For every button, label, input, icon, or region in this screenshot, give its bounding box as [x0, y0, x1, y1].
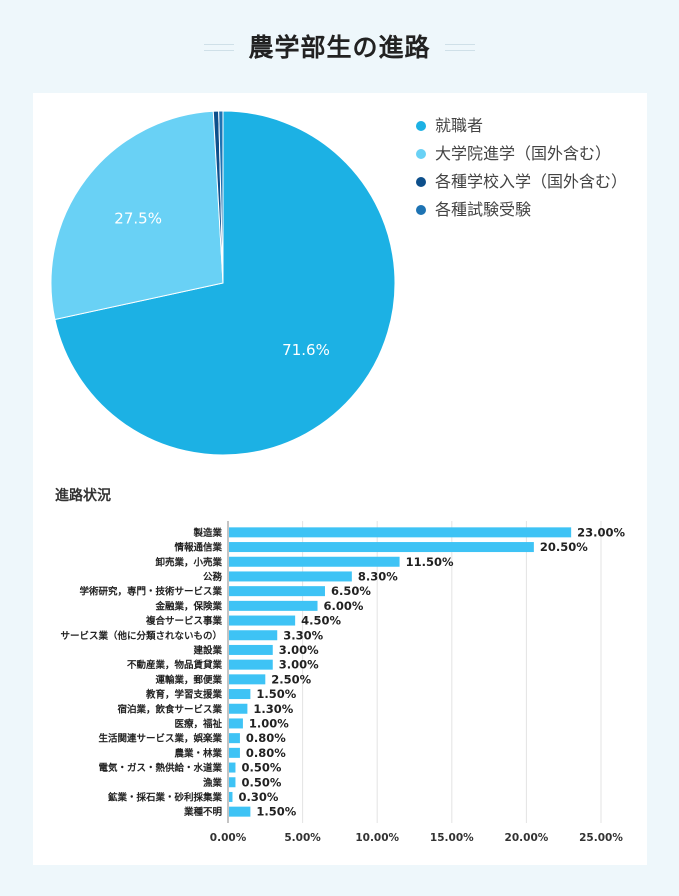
legend-item-exam[interactable]: 各種試験受験	[416, 199, 646, 221]
category-label-0: 製造業	[192, 527, 222, 539]
bar-chart: 0.00% 5.00% 10.00% 15.00% 20.00% 25.00% 製造業 23.…	[60, 521, 626, 844]
bar-6[interactable]	[229, 615, 296, 626]
value-label-5: 6.00%	[324, 599, 364, 613]
category-label-5: 金融業，保険業	[154, 600, 222, 612]
category-label-11: 教育，学習支援業	[145, 689, 223, 701]
pie-slice-0[interactable]	[54, 110, 396, 456]
bar-1[interactable]	[229, 542, 534, 553]
category-label-12: 宿泊業，飲食サービス業	[117, 703, 222, 715]
bar-chart-title: 進路状況	[55, 488, 111, 504]
value-label-10: 2.50%	[271, 672, 311, 686]
bar-12[interactable]	[229, 703, 248, 714]
value-label-12: 1.30%	[253, 702, 293, 716]
value-label-16: 0.50%	[241, 761, 281, 775]
value-label-2: 11.50%	[406, 555, 454, 569]
category-label-19: 業種不明	[183, 806, 223, 818]
value-label-15: 0.80%	[246, 746, 286, 760]
value-label-1: 20.50%	[540, 540, 588, 554]
bar-3[interactable]	[229, 571, 352, 582]
value-label-3: 8.30%	[358, 569, 398, 583]
category-label-2: 卸売業，小売業	[155, 556, 222, 568]
pie-slice-1[interactable]	[50, 110, 224, 321]
pie-legend: 就職者 大学院進学（国外含む） 各種学校入学（国外含む） 各種試験受験	[416, 115, 646, 227]
category-label-17: 漁業	[203, 777, 223, 789]
x-tick-label-4: 20.00%	[505, 832, 549, 844]
bar-8[interactable]	[229, 644, 273, 655]
category-label-8: 建設業	[192, 644, 222, 656]
title-decor-left	[204, 44, 235, 51]
value-label-8: 3.00%	[279, 643, 319, 657]
bar-17[interactable]	[229, 777, 236, 788]
category-label-10: 運輸業，郵便業	[155, 674, 222, 686]
legend-item-employment[interactable]: 就職者	[416, 115, 646, 137]
bar-14[interactable]	[229, 733, 240, 744]
legend-item-grad-school[interactable]: 大学院進学（国外含む）	[416, 143, 646, 165]
legend-dot-exam	[416, 205, 426, 215]
x-tick-label-3: 15.00%	[430, 832, 474, 844]
category-label-4: 学術研究，専門・技術サービス業	[79, 586, 222, 598]
bar-0[interactable]	[229, 527, 572, 538]
legend-label-exam: 各種試験受験	[435, 200, 532, 219]
category-label-3: 公務	[203, 571, 223, 583]
value-label-9: 3.00%	[279, 658, 319, 672]
bar-19[interactable]	[229, 806, 251, 817]
title-wrap: 農学部生の進路	[0, 28, 679, 64]
value-label-18: 0.30%	[238, 790, 278, 804]
title-decor-right	[444, 44, 475, 51]
category-label-13: 医療，福祉	[174, 718, 222, 730]
category-label-16: 電気・ガス・熱供給・水道業	[98, 762, 222, 774]
bar-9[interactable]	[229, 659, 273, 670]
bar-18[interactable]	[229, 791, 233, 802]
value-label-11: 1.50%	[256, 687, 296, 701]
legend-label-grad-school: 大学院進学（国外含む）	[435, 144, 612, 163]
category-label-18: 鉱業・採石業・砂利採集業	[108, 791, 223, 803]
value-label-0: 23.00%	[577, 525, 625, 539]
x-tick-label-2: 10.00%	[355, 832, 399, 844]
value-label-4: 6.50%	[331, 584, 371, 598]
legend-label-employment: 就職者	[435, 116, 484, 135]
bar-4[interactable]	[229, 586, 325, 597]
pie-chart: 71.6% 27.5%	[50, 110, 396, 456]
legend-dot-grad-school	[416, 149, 426, 159]
category-label-1: 情報通信業	[173, 542, 222, 554]
bar-11[interactable]	[229, 689, 251, 700]
bar-2[interactable]	[229, 556, 400, 567]
value-label-17: 0.50%	[241, 775, 281, 789]
bar-16[interactable]	[229, 762, 236, 773]
value-label-13: 1.00%	[249, 716, 289, 730]
value-label-7: 3.30%	[283, 628, 323, 642]
chart-panel: 71.6% 27.5% 就職者 大学院進学（国外含む） 各種学校入学（国外含む） …	[33, 93, 647, 865]
pie-data-label-1: 27.5%	[114, 209, 162, 227]
bar-5[interactable]	[229, 600, 318, 611]
legend-item-vocational[interactable]: 各種学校入学（国外含む）	[416, 171, 646, 193]
value-label-6: 4.50%	[301, 614, 341, 628]
bar-13[interactable]	[229, 718, 243, 729]
page-title: 農学部生の進路	[248, 33, 431, 62]
category-label-6: 複合サービス事業	[145, 615, 223, 627]
value-label-19: 1.50%	[256, 805, 296, 819]
category-label-14: 生活関連サービス業，娯楽業	[98, 733, 222, 745]
legend-dot-vocational	[416, 177, 426, 187]
legend-dot-employment	[416, 121, 426, 131]
x-tick-label-1: 5.00%	[284, 832, 321, 844]
bar-15[interactable]	[229, 747, 240, 758]
bar-10[interactable]	[229, 674, 266, 685]
pie-data-label-0: 71.6%	[282, 341, 330, 359]
category-label-7: サービス業（他に分類されないもの）	[60, 630, 222, 642]
pie-slice-3[interactable]	[218, 110, 224, 284]
value-label-14: 0.80%	[246, 731, 286, 745]
legend-label-vocational: 各種学校入学（国外含む）	[435, 172, 628, 191]
category-label-9: 不動産業，物品賃貸業	[127, 659, 223, 671]
page-title-box: 農学部生の進路	[204, 28, 475, 64]
x-tick-label-5: 25.00%	[579, 832, 623, 844]
category-label-15: 農業・林業	[174, 747, 222, 759]
bar-7[interactable]	[229, 630, 278, 641]
x-tick-label-0: 0.00%	[210, 832, 247, 844]
